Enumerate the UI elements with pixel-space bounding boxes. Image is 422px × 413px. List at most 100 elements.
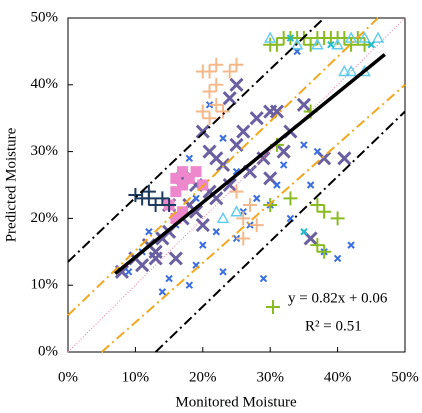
point — [236, 231, 251, 246]
point — [229, 77, 244, 92]
point — [170, 186, 182, 198]
point — [276, 144, 291, 159]
reference-line — [114, 53, 386, 275]
equation: y = 0.82x + 0.06 — [288, 290, 388, 306]
x-tick-label: 30% — [256, 369, 284, 385]
point — [358, 31, 371, 43]
point — [202, 84, 217, 99]
point — [306, 181, 315, 189]
point — [249, 218, 264, 233]
point — [344, 31, 358, 43]
point — [259, 274, 268, 283]
point — [209, 97, 224, 112]
point — [286, 34, 295, 42]
point — [185, 154, 194, 162]
point — [310, 198, 325, 213]
x-tick-label: 50% — [391, 369, 419, 385]
point — [263, 31, 277, 43]
point — [327, 41, 335, 49]
point — [290, 38, 304, 50]
point — [331, 38, 344, 50]
point — [236, 124, 251, 139]
point — [344, 37, 359, 52]
point — [219, 268, 227, 276]
point — [202, 64, 217, 79]
point — [317, 244, 332, 259]
reference-line — [67, 17, 379, 316]
point — [310, 238, 325, 253]
point — [216, 104, 231, 119]
point — [162, 198, 177, 213]
y-axis-label: Predicted Moisture — [3, 127, 19, 242]
y-tick-label: 20% — [31, 210, 59, 226]
reference-line — [101, 84, 406, 353]
point — [230, 205, 243, 217]
point — [311, 38, 324, 50]
point — [202, 111, 217, 126]
point — [195, 124, 210, 139]
point — [263, 198, 278, 213]
point — [148, 198, 163, 213]
point — [128, 188, 143, 203]
point — [242, 198, 257, 213]
point — [192, 194, 200, 203]
point — [236, 211, 251, 226]
point — [165, 274, 173, 283]
point — [195, 104, 210, 119]
reference-line — [154, 110, 406, 353]
point — [229, 184, 244, 199]
point — [202, 144, 217, 159]
point — [212, 228, 220, 236]
point — [283, 191, 298, 206]
x-tick-label: 0% — [58, 369, 78, 385]
point — [135, 258, 150, 273]
point — [263, 104, 278, 119]
point — [279, 161, 288, 169]
point — [337, 151, 352, 166]
point — [124, 268, 133, 276]
reference-line — [67, 17, 325, 263]
point — [190, 166, 202, 178]
point — [313, 147, 322, 156]
point — [317, 204, 332, 219]
point — [229, 137, 244, 152]
x-tick-label: 40% — [324, 369, 352, 385]
point — [155, 191, 170, 206]
point — [357, 37, 372, 52]
point — [296, 97, 311, 112]
point — [222, 91, 237, 106]
point — [145, 228, 153, 236]
y-tick-label: 50% — [31, 9, 59, 25]
point — [300, 228, 308, 236]
point — [344, 64, 358, 77]
point — [216, 211, 230, 224]
y-tick-label: 40% — [31, 76, 59, 92]
point — [209, 57, 224, 72]
x-tick-label: 20% — [189, 369, 217, 385]
point — [158, 288, 167, 296]
point — [148, 251, 163, 266]
y-tick-label: 0% — [38, 343, 58, 359]
point — [219, 134, 227, 142]
point — [367, 41, 376, 49]
point — [195, 218, 210, 233]
point — [269, 37, 284, 52]
point — [229, 57, 244, 72]
x-axis-label: Monitored Moisture — [175, 394, 297, 410]
point — [222, 64, 237, 79]
point — [249, 111, 264, 126]
point — [253, 194, 261, 203]
point — [330, 211, 345, 226]
point — [209, 77, 224, 92]
r-squared: R² = 0.51 — [305, 318, 362, 334]
point — [333, 254, 342, 263]
y-tick-label: 30% — [31, 143, 59, 159]
point — [273, 181, 281, 189]
point — [185, 281, 194, 289]
reference-line — [67, 17, 406, 353]
point — [168, 251, 183, 266]
point — [222, 177, 237, 193]
x-tick-label: 10% — [122, 369, 150, 385]
point — [141, 184, 156, 199]
